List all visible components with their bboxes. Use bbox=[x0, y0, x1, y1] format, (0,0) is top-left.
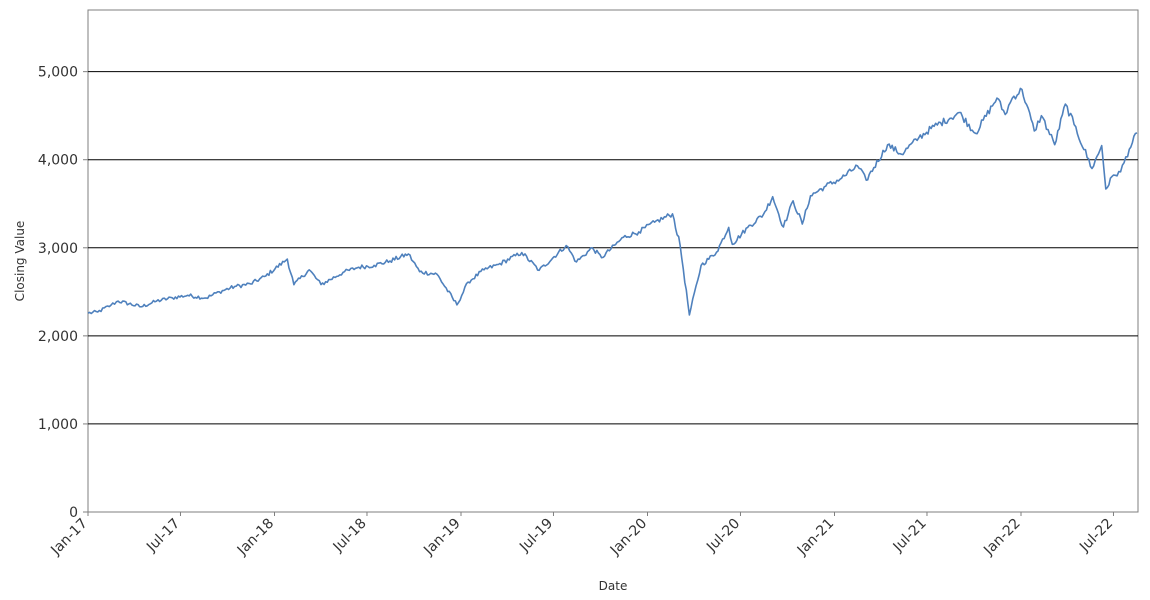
x-axis: Jan-17 Jul-17 Jan-18 Jul-18 Jan-19 Jul-19 Jan-… bbox=[47, 512, 1116, 559]
x-tick-label: Jul-18 bbox=[330, 516, 370, 556]
x-tick-label: Jan-17 bbox=[47, 516, 90, 559]
y-tick-label: 4,000 bbox=[38, 153, 78, 169]
y-tick-label: 1,000 bbox=[38, 417, 78, 433]
gridlines bbox=[88, 71, 1138, 425]
x-tick-label: Jul-19 bbox=[516, 516, 556, 556]
y-axis: 0 1,000 2,000 3,000 4,000 5,000 bbox=[38, 65, 88, 521]
series-line bbox=[87, 87, 1138, 316]
x-axis-title: Date bbox=[599, 579, 628, 593]
x-tick-label: Jan-22 bbox=[980, 516, 1023, 559]
x-tick-label: Jul-22 bbox=[1076, 516, 1116, 556]
y-axis-title: Closing Value bbox=[13, 221, 27, 302]
x-tick-label: Jan-21 bbox=[794, 516, 837, 559]
plot-area-border bbox=[87, 9, 1139, 513]
x-tick-label: Jan-20 bbox=[607, 516, 650, 559]
x-tick-label: Jan-19 bbox=[420, 516, 463, 559]
x-tick-label: Jul-17 bbox=[143, 516, 183, 556]
x-tick-label: Jul-20 bbox=[703, 516, 743, 556]
y-tick-label: 0 bbox=[69, 505, 78, 521]
x-tick-label: Jan-18 bbox=[234, 516, 277, 559]
y-tick-label: 2,000 bbox=[38, 329, 78, 345]
y-tick-label: 5,000 bbox=[38, 65, 78, 81]
y-tick-label: 3,000 bbox=[38, 241, 78, 257]
x-tick-label: Jul-21 bbox=[890, 516, 930, 556]
